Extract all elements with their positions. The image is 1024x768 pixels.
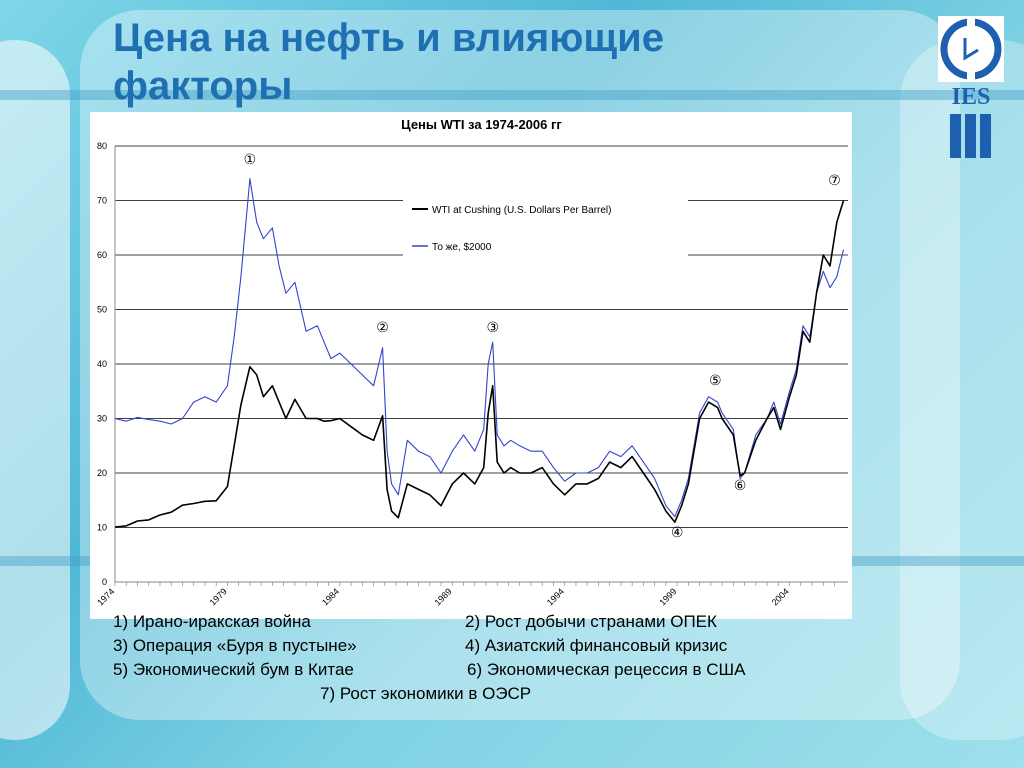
ies-logo: IES: [938, 16, 1004, 160]
y-tick-label: 10: [97, 523, 107, 533]
x-tick-label: 1989: [432, 586, 453, 607]
event-marker: ④: [671, 525, 684, 541]
legend-item-6: 6) Экономическая рецессия в США: [467, 660, 746, 679]
x-tick-label: 1979: [208, 586, 229, 607]
y-tick-label: 20: [97, 468, 107, 478]
legend-item-3: 3) Операция «Буря в пустыне»: [113, 636, 357, 655]
x-tick-label: 1994: [545, 586, 566, 607]
legend-item-5: 5) Экономический бум в Китае: [113, 660, 354, 679]
series-line-wti: [114, 200, 845, 528]
legend-item-4: 4) Азиатский финансовый кризис: [465, 636, 728, 655]
event-marker: ⑦: [828, 173, 841, 189]
legend-item-2: 2) Рост добычи странами ОПЕК: [465, 612, 717, 631]
chart-svg: Цены WTI за 1974-2006 гг 0 10 20 30 40 50 60 70 8…: [95, 117, 848, 608]
y-tick-label: 0: [102, 577, 107, 587]
y-tick-label: 70: [97, 196, 107, 206]
y-tick-label: 80: [97, 141, 107, 151]
series-line-real-2000: [114, 178, 845, 518]
background-panel-left: [0, 40, 70, 740]
legend-item-7: 7) Рост экономики в ОЭСР: [320, 684, 532, 703]
logo-text: IES: [952, 84, 991, 110]
x-tick-label: 2004: [770, 586, 791, 607]
legend-label: То же, $2000: [432, 242, 492, 253]
x-tick-label: 1974: [95, 586, 116, 607]
legend-box: [403, 192, 688, 270]
background-panel-right: [900, 40, 1024, 740]
event-marker: ⑤: [709, 373, 722, 389]
chart-title: Цены WTI за 1974-2006 гг: [401, 117, 562, 132]
legend-item-1: 1) Ирано-иракская война: [113, 612, 311, 631]
y-tick-label: 40: [97, 359, 107, 369]
y-tick-label: 60: [97, 250, 107, 260]
x-tick-label: 1999: [657, 586, 678, 607]
y-tick-label: 50: [97, 305, 107, 315]
oil-price-chart: Цены WTI за 1974-2006 гг 0 10 20 30 40 50 60 70 8…: [90, 112, 852, 619]
page-title: Цена на нефть и влияющие факторы: [113, 16, 665, 108]
legend-label: WTI at Cushing (U.S. Dollars Per Barrel): [432, 205, 612, 216]
event-marker: ⑥: [734, 478, 747, 494]
background-bar-top: [0, 90, 1024, 100]
event-marker: ①: [244, 152, 257, 168]
x-tick-label: 1984: [320, 586, 341, 607]
y-tick-label: 30: [97, 414, 107, 424]
event-marker: ②: [376, 320, 389, 336]
event-marker: ③: [486, 320, 499, 336]
